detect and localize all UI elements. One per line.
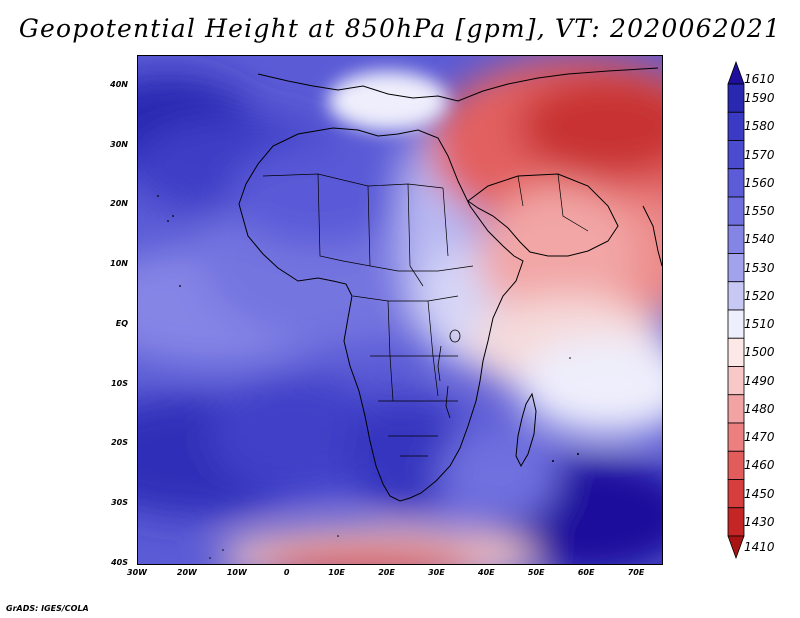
- colorbar-label: 1550: [744, 204, 775, 219]
- lon-label: 20E: [378, 568, 395, 577]
- arabia-coast: [467, 173, 619, 257]
- africa-coast: [238, 127, 524, 502]
- lat-label: 20S: [111, 438, 128, 448]
- colorbar-top-triangle: [727, 60, 745, 85]
- colorbar-segment: [727, 309, 745, 339]
- colorbar-segment: [727, 224, 745, 254]
- coastlines: [238, 67, 662, 502]
- lon-label: 10E: [328, 568, 345, 577]
- lat-label: 40N: [110, 79, 128, 89]
- lon-label: 0: [283, 568, 290, 577]
- lon-label: 10W: [226, 568, 247, 577]
- colorbar-label: 1590: [744, 91, 775, 106]
- lon-label: 50E: [527, 568, 545, 577]
- colorbar-label: 1530: [744, 260, 775, 275]
- lat-label: 10N: [110, 259, 128, 269]
- mediterranean-gradient: [328, 71, 448, 131]
- lon-label: 20W: [176, 568, 197, 577]
- colorbar-label: 1510: [744, 317, 775, 332]
- colorbar-label: 1460: [744, 458, 775, 473]
- lat-label: 10S: [111, 378, 128, 388]
- lon-label: 60E: [577, 568, 595, 577]
- colorbar-label: 1480: [744, 401, 775, 416]
- colorbar-segment: [727, 450, 745, 480]
- colorbar-segment: [727, 168, 745, 198]
- lat-label: 40S: [111, 558, 128, 567]
- colorbar-segment: [727, 111, 745, 141]
- country-borders: [262, 173, 589, 457]
- colorbar-segment: [727, 394, 745, 424]
- colorbar-label: 1490: [744, 373, 775, 388]
- lat-label: EQ: [115, 318, 128, 328]
- colorbar-label: 1570: [744, 147, 775, 162]
- grads-credit: GrADS: IGES/COLA: [6, 604, 89, 613]
- colorbar-label: 1540: [744, 232, 775, 247]
- shaded-field: [138, 56, 662, 564]
- islands: [157, 195, 579, 559]
- lon-label: 70E: [627, 568, 645, 577]
- colorbar-segment: [727, 281, 745, 311]
- colorbar-bottom-triangle: [727, 535, 745, 560]
- colorbar-segment: [727, 422, 745, 452]
- lon-label: 30W: [127, 568, 147, 577]
- lat-label: 30N: [110, 139, 128, 149]
- colorbar-label: 1500: [744, 345, 775, 360]
- colorbar-label: 1450: [744, 486, 775, 501]
- colorbar-label: 1410: [744, 540, 775, 554]
- colorbar-label: 1560: [744, 175, 775, 190]
- colorbar-label: 1470: [744, 430, 775, 445]
- colorbar-segment: [727, 507, 745, 537]
- map-panel: [137, 55, 663, 565]
- lat-label: 20N: [110, 199, 128, 209]
- colorbar-segment: [727, 337, 745, 367]
- colorbar-segment: [727, 196, 745, 226]
- lakes: [437, 329, 461, 419]
- europe-coast: [257, 67, 659, 102]
- colorbar-segment: [727, 479, 745, 509]
- colorbar-segment: [727, 366, 745, 396]
- india-coast: [642, 205, 662, 267]
- colorbar-label: 1430: [744, 514, 775, 529]
- colorbar-segment: [727, 253, 745, 283]
- lon-label: 30E: [428, 568, 445, 577]
- lon-label: 40E: [478, 568, 495, 577]
- colorbar-label: 1520: [744, 288, 775, 303]
- colorbar: [727, 60, 745, 560]
- map-title: Geopotential Height at 850hPa [gpm], VT:…: [18, 14, 782, 43]
- colorbar-segment: [727, 140, 745, 170]
- map-canvas: [138, 56, 662, 564]
- madagascar-coast: [515, 392, 537, 468]
- colorbar-segment: [727, 83, 745, 113]
- colorbar-label: 1610: [744, 72, 775, 86]
- lat-label: 30S: [111, 498, 128, 508]
- colorbar-label: 1580: [744, 119, 775, 134]
